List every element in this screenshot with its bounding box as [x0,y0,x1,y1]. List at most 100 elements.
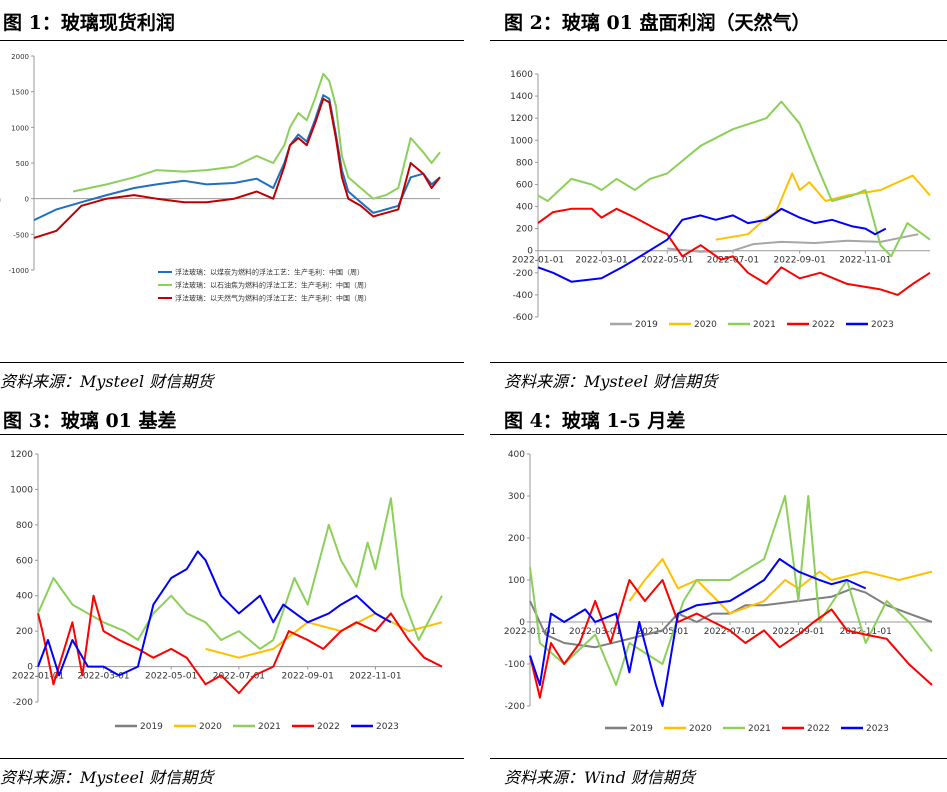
legend-label: 浮法玻璃：以石油焦为燃料的浮法工艺：生产毛利：中国（周） [175,281,371,290]
legend-label: 2023 [866,724,889,734]
y-tick-label: -1000 [9,267,29,275]
y-tick-label: 400 [16,592,33,602]
chart-figure-2: -600 -400 -200 0 200 400 600 800 1000 1200 1400 160… [510,70,931,330]
series-line-2022 [37,594,443,695]
series-line-2022 [529,579,933,699]
chart-figure-1: -1000-50005001000150020002015-8-212017-8… [0,53,441,303]
y-tick-label: -500 [13,231,29,239]
y-tick-label: 0 [527,247,533,257]
legend-label: 2020 [199,722,222,732]
y-tick-label: -200 [513,269,534,279]
source-rule [490,362,947,363]
series-line-2021 [537,100,931,258]
series-line-2023 [537,207,887,283]
legend-label: 2022 [812,320,835,330]
series-line-浮法玻璃：以石油焦为燃料的浮法工艺：生产毛利：中国（周） [72,72,441,200]
series-line-2020 [628,558,933,615]
y-tick-label: 0 [27,663,33,673]
series-line-浮法玻璃：以煤炭为燃料的浮法工艺：生产毛利：中国（周） [33,94,441,222]
legend-label: 浮法玻璃：以煤炭为燃料的浮法工艺：生产毛利：中国（周） [175,268,364,277]
y-tick-label: 0 [519,618,525,628]
y-tick-label: 1200 [10,450,33,460]
legend-label: 2019 [140,722,163,732]
legend-label: 2020 [694,320,717,330]
y-tick-label: 200 [16,627,33,637]
legend-label: 2021 [753,320,776,330]
y-tick-label: 800 [16,521,33,531]
y-tick-label: 300 [508,492,525,502]
x-tick-label: 2022-11-01 [349,672,401,682]
legend-label: 2019 [635,320,658,330]
y-tick-label: 1000 [10,485,33,495]
title-rule [0,434,464,435]
x-tick-label: 2022-01-01 [512,256,564,266]
source-note: 资料来源：Wind 财信期货 [504,768,695,787]
figure-panel-4: 图 4：玻璃 1-5 月差 -200 -100 0 100 200 300 400 2022-… [490,396,947,792]
y-tick-label: 2000 [11,53,29,61]
y-tick-label: 1200 [510,114,533,124]
y-tick-label: 1400 [510,92,533,102]
y-tick-label: -200 [13,698,34,708]
y-tick-label: 400 [516,203,533,213]
series-line-2020 [205,612,443,659]
x-tick-label: 2022-07-01 [707,256,759,266]
figure-panel-3: 图 3：玻璃 01 基差 -200 0 200 400 600 800 1000 1200 20… [0,396,464,792]
figure-title: 图 1：玻璃现货利润 [3,12,175,34]
legend-label: 2022 [317,722,340,732]
x-tick-label: 2022-05-01 [641,256,693,266]
figure-panel-1: 图 1：玻璃现货利润 -1000-50005001000150020002015… [0,0,464,396]
figure-panel-2: 图 2：玻璃 01 盘面利润（天然气） -600 -400 -200 0 200 400 6… [490,0,947,396]
y-tick-label: 0 [25,196,29,204]
series-line-浮法玻璃：以天然气为燃料的浮法工艺：生产毛利：中国（周） [33,97,441,239]
x-tick-label: 2022-07-01 [704,627,756,637]
legend-label: 2020 [689,724,712,734]
x-tick-label: 2022-11-01 [840,627,892,637]
y-tick-label: 1500 [11,89,29,97]
legend-label: 2023 [376,722,399,732]
figure-title: 图 2：玻璃 01 盘面利润（天然气） [504,12,811,34]
x-tick-label: 2022-05-01 [636,627,688,637]
y-tick-label: -100 [505,660,526,670]
y-tick-label: -400 [513,291,534,301]
chart-figure-4: -200 -100 0 100 200 300 400 2022-01-01 2022-03-0… [504,450,933,734]
x-tick-label: 2022-09-01 [772,627,824,637]
source-note: 资料来源：Mysteel 财信期货 [504,372,718,391]
y-tick-label: 600 [16,556,33,566]
figure-title: 图 3：玻璃 01 基差 [3,410,177,432]
y-tick-label: 200 [516,225,533,235]
y-tick-label: 1000 [510,136,533,146]
x-tick-label: 2022-05-01 [145,672,197,682]
y-tick-label: 500 [16,160,29,168]
y-tick-label: -600 [513,313,534,323]
x-tick-label: 2022-01-01 [504,627,556,637]
x-tick-label: 2022-09-01 [774,256,826,266]
series-line-2020 [715,172,931,241]
title-rule [490,40,947,41]
x-tick-label: 2022-03-01 [77,672,129,682]
series-line-2022 [537,207,931,296]
y-tick-label: 100 [508,576,525,586]
source-note: 资料来源：Mysteel 财信期货 [0,372,214,391]
source-rule [0,758,464,759]
legend-label: 2022 [807,724,830,734]
source-note: 资料来源：Mysteel 财信期货 [0,768,214,787]
x-tick-label: 2022-09-01 [282,672,334,682]
source-rule [490,758,947,759]
legend-label: 2021 [748,724,771,734]
legend-label: 2021 [258,722,281,732]
y-tick-label: 800 [516,158,533,168]
y-tick-label: -200 [505,702,526,712]
series-line-2023 [37,550,392,677]
x-tick-label: 2022-01-01 [12,672,64,682]
y-tick-label: 1000 [11,124,29,132]
x-tick-label: 2022-11-01 [839,256,891,266]
series-line-2019 [667,233,919,253]
y-tick-label: 200 [508,534,525,544]
y-tick-label: 600 [516,180,533,190]
series-line-2021 [37,497,443,650]
x-tick-label: 2022-03-01 [575,256,627,266]
legend-label: 2023 [871,320,894,330]
y-tick-label: 400 [508,450,525,460]
title-rule [0,40,464,41]
series-line-2021 [529,495,933,686]
